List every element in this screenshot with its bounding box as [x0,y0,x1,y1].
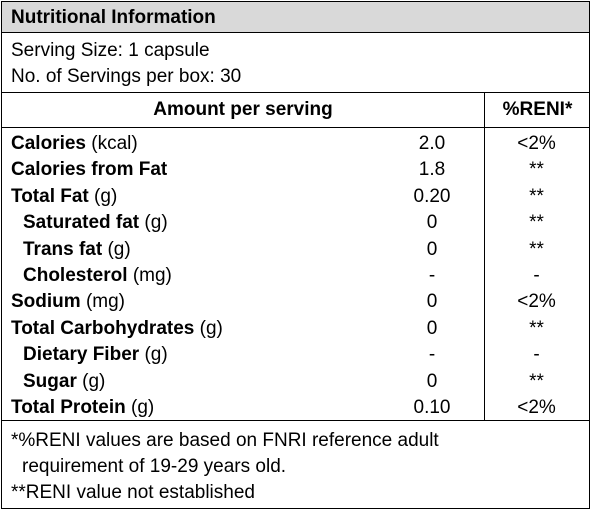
nutrient-unit: (g) [144,212,168,234]
nutrient-row: Total Protein (g) 0.10 <2% [2,395,589,421]
serving-size: Serving Size: 1 capsule [11,40,210,61]
nutrient-label: Calories [11,133,86,154]
nutrient-amount: - [428,265,436,286]
nutrient-name: Total Carbohydrates (g) [11,316,223,342]
nutrient-name: Dietary Fiber (g) [23,342,168,368]
nutrient-reni: ** [529,317,544,339]
nutrient-reni: ** [529,212,544,234]
nutrient-label: Sodium [11,291,81,313]
nutrient-reni: - [533,344,540,366]
nutrient-amount: 0 [426,238,438,260]
nutrient-reni: <2% [517,291,556,313]
nutrient-row: Sodium (mg) 0 <2% [2,289,589,315]
nutrient-name: Calories (kcal) [11,131,138,157]
nutrient-label: Sugar [23,370,77,392]
nutrient-row: Cholesterol (mg) - - [2,263,589,289]
nutrient-amount: 0 [426,212,438,234]
nutrient-label: Total Protein [11,397,126,418]
nutrient-unit: (g) [107,238,131,260]
footnotes: *%RENI values are based on FNRI referenc… [2,421,589,506]
nutrient-amount: 0.20 [413,185,451,207]
nutrient-name: Total Protein (g) [11,395,154,421]
nutrient-unit: (g) [82,370,106,392]
nutrient-unit: (mg) [132,265,172,286]
nutrient-amount: 0 [426,291,438,313]
nutrient-reni: ** [529,159,544,181]
panel-title: Nutritional Information [2,2,589,33]
nutrient-label: Dietary Fiber [23,344,140,366]
nutrient-row: Sugar (g) 0 ** [2,369,589,395]
nutrient-row: Calories (kcal) 2.0 <2% [2,131,589,157]
nutrient-reni: <2% [517,397,556,418]
nutrient-reni: ** [529,185,544,207]
nutrient-name: Sodium (mg) [11,289,125,315]
nutrient-label: Saturated fat [23,212,140,234]
nutrient-label: Total Carbohydrates [11,317,195,339]
amount-header: Amount per serving [153,99,333,120]
nutrient-label: Total Fat [11,185,89,207]
nutrient-row: Calories from Fat 1.8 ** [2,157,589,183]
nutrient-name: Trans fat (g) [23,237,131,263]
nutrient-reni: ** [529,370,544,392]
nutrient-reni: <2% [517,133,556,154]
nutrient-amount: 0 [426,370,438,392]
nutrient-name: Total Fat (g) [11,184,117,210]
footnote-reni-basis-cont: requirement of 19-29 years old. [22,456,287,477]
nutrient-row: Saturated fat (g) 0 ** [2,210,589,236]
nutrient-amount: 0 [426,317,438,339]
footnote-reni-basis: *%RENI values are based on FNRI referenc… [11,430,439,451]
nutrient-label: Cholesterol [23,265,128,286]
table-header: Amount per serving %RENI* [2,93,589,128]
nutrient-amount: - [428,344,436,366]
footnote-reni-not-established: **RENI value not established [11,482,255,503]
nutrient-reni: - [533,265,540,286]
nutrient-name: Sugar (g) [23,369,105,395]
nutrient-amount: 1.8 [418,159,446,181]
nutrient-unit: (g) [94,185,118,207]
nutrient-name: Cholesterol (mg) [23,263,172,289]
nutrient-row: Total Carbohydrates (g) 0 ** [2,316,589,342]
reni-header: %RENI* [484,93,590,127]
nutrient-amount: 2.0 [418,133,446,154]
nutrient-label: Calories from Fat [11,159,168,181]
nutrient-row: Dietary Fiber (g) - - [2,342,589,368]
nutrient-row: Total Fat (g) 0.20 ** [2,184,589,210]
servings-per-box: No. of Servings per box: 30 [11,66,242,87]
nutrient-reni: ** [529,238,544,260]
nutrient-name: Calories from Fat [11,157,167,183]
nutrient-amount: 0.10 [413,397,451,418]
nutrient-unit: (g) [144,344,168,366]
nutrient-unit: (g) [131,397,155,418]
nutrient-unit: (kcal) [91,133,138,154]
nutrient-name: Saturated fat (g) [23,210,168,236]
column-divider [484,128,485,420]
nutrient-label: Trans fat [23,238,103,260]
nutrient-row: Trans fat (g) 0 ** [2,237,589,263]
nutrient-unit: (g) [199,317,223,339]
nutrient-unit: (mg) [85,291,126,313]
nutrient-table: Calories (kcal) 2.0 <2% Calories from Fat 1.… [2,128,589,421]
serving-info: Serving Size: 1 capsule No. of Servings … [2,33,589,93]
